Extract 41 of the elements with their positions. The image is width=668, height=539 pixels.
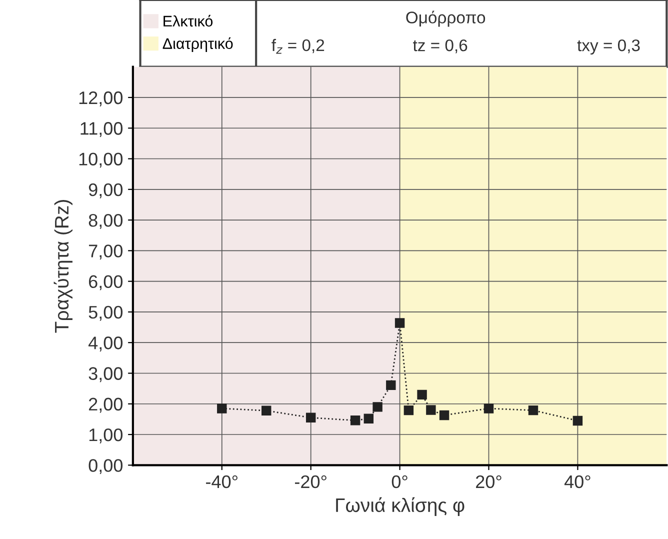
y-axis-title: Τραχύτητα (Rz) [54, 200, 72, 333]
x-tick-label: 0° [392, 475, 408, 488]
y-tick-label: 7,00 [88, 244, 123, 260]
y-tick-label: 2,00 [88, 398, 123, 413]
point [572, 416, 583, 426]
y-tick-label: 3,00 [88, 367, 123, 382]
x-tick-label: 20° [476, 475, 502, 488]
point [262, 406, 272, 416]
point [217, 404, 227, 414]
y-tick-label: 11,00 [80, 122, 123, 137]
x-tick-label: -40° [206, 475, 238, 488]
y-tick-label: 8,00 [88, 214, 123, 229]
x-tick-label: 40° [564, 475, 590, 488]
point [417, 390, 427, 400]
point [386, 380, 396, 390]
point [364, 414, 374, 424]
text: txy = 0,3 [577, 39, 640, 55]
text: f$_{z}$ = 0,2 [272, 38, 324, 54]
y-tick-label: 5,00 [88, 306, 123, 321]
point [372, 402, 382, 412]
point [484, 404, 494, 414]
x-tick-label: -20° [294, 475, 326, 488]
point [394, 318, 405, 328]
y-tick-label: 0,00 [88, 459, 123, 474]
y-tick-label: 1,00 [89, 428, 123, 444]
text: tz = 0,6 [413, 39, 468, 54]
point [528, 405, 538, 416]
y-tick-label: 6,00 [88, 275, 123, 290]
point [306, 412, 316, 423]
y-tick-label: 4,00 [88, 336, 123, 352]
point [439, 410, 450, 420]
y-tick-label: 12,00 [79, 91, 123, 106]
point [404, 405, 414, 416]
y-tick-label: 9,00 [88, 183, 123, 198]
point [426, 405, 436, 415]
legend-label: Ελκτικό [164, 14, 213, 27]
text: Ομόρροπο [406, 10, 486, 27]
point [350, 416, 360, 426]
y-tick-label: 10,00 [79, 152, 123, 168]
legend-label: Διατρητικό [162, 37, 233, 52]
x-axis-title: Γωνιά κλίσης φ [336, 497, 464, 516]
